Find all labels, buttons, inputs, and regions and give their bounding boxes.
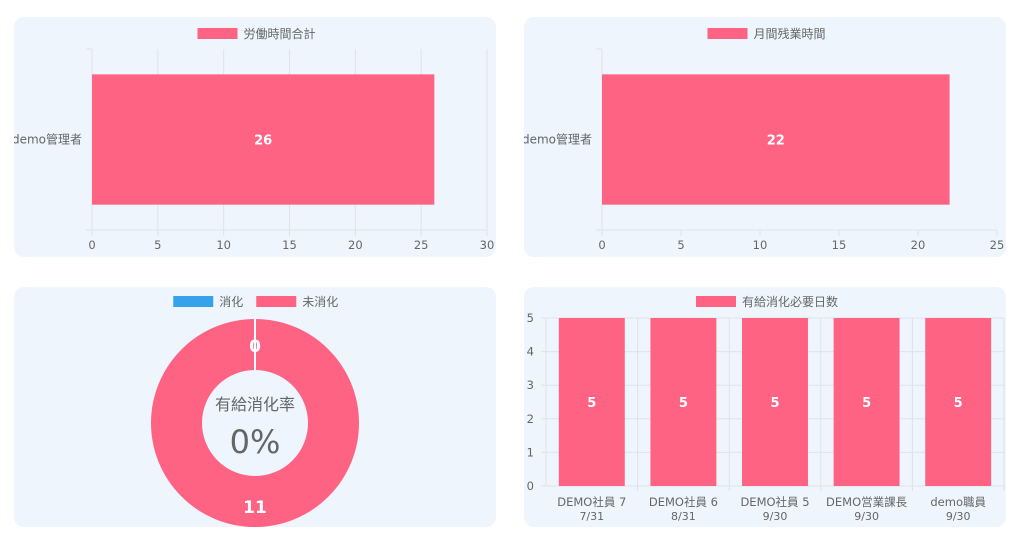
chart-panel-total-work-hours: 労働時間合計 0 5 10 15 20 25 30 26 demo管理者 [14, 17, 496, 257]
x-tick-label: 0 [598, 238, 605, 252]
x-tick-label: 15 [282, 238, 297, 252]
x-tick-label: 10 [216, 238, 231, 252]
x-category-label: DEMO社員 5 [740, 495, 809, 509]
bar-value-label: 5 [862, 396, 871, 411]
x-tick-label: 0 [88, 238, 95, 252]
x-category-date: 9/30 [763, 510, 788, 523]
x-tick-label: 25 [990, 238, 1005, 252]
x-category-date: 9/30 [854, 510, 879, 523]
bar [650, 318, 717, 486]
x-tick-label: 5 [677, 238, 684, 252]
y-tick-label: 5 [527, 311, 534, 325]
x-category-label: demo職員 [930, 495, 986, 509]
y-tick-label: 3 [527, 378, 534, 392]
legend-label: 未消化 [302, 295, 338, 309]
center-value: 0% [230, 423, 281, 461]
x-tick-label: 30 [480, 238, 495, 252]
bar [602, 74, 950, 205]
x-category-label: DEMO社員 7 [557, 495, 626, 509]
legend-swatch [256, 296, 297, 307]
bar [925, 318, 992, 486]
slice-value-label: 11 [243, 498, 267, 518]
x-tick-label: 15 [832, 238, 847, 252]
paid-leave-doughnut-chart: 消化 未消化 0 11 有給消化率 0% [151, 295, 359, 527]
bar-value-label: 5 [679, 396, 688, 411]
bar-value-label: 5 [587, 396, 596, 411]
legend-label: 消化 [219, 295, 243, 309]
bar [558, 318, 625, 486]
x-tick-label: 20 [348, 238, 363, 252]
x-tick-label: 10 [753, 238, 768, 252]
slice-value-label: 0 [249, 337, 261, 357]
legend-swatch [173, 296, 214, 307]
x-category-date: 8/31 [671, 510, 696, 523]
bar-value-label: 26 [254, 134, 272, 149]
x-category-label: DEMO営業課長 [826, 495, 908, 509]
legend-swatch [707, 28, 748, 39]
bar-value-label: 5 [770, 396, 779, 411]
legend-label: 労働時間合計 [244, 26, 316, 41]
monthly-overtime-chart: 月間残業時間 0 5 10 15 20 25 22 demo管理者 [524, 27, 1005, 252]
bar [833, 318, 900, 486]
y-tick-label: 1 [527, 445, 534, 459]
x-category-date: 9/30 [946, 510, 971, 523]
y-tick-label: 4 [527, 345, 534, 359]
bar-value-label: 22 [767, 134, 785, 149]
legend-label: 有給消化必要日数 [742, 294, 838, 309]
y-tick-label: 0 [527, 479, 534, 493]
y-tick-label: 2 [527, 412, 534, 426]
legend-label: 月間残業時間 [754, 27, 826, 41]
x-tick-label: 20 [911, 238, 926, 252]
required-leave-days-chart: 有給消化必要日数 0 1 2 3 4 5 5 DEMO社員 77/31 5 DEMO社員 68/31… [527, 294, 1005, 523]
bar [742, 318, 808, 486]
y-category-label: demo管理者 [524, 132, 592, 147]
y-category-label: demo管理者 [14, 132, 82, 147]
total-work-hours-chart: 労働時間合計 0 5 10 15 20 25 30 26 demo管理者 [14, 26, 495, 252]
chart-panel-required-leave-days: 有給消化必要日数 0 1 2 3 4 5 5 DEMO社員 7 7/31 5 DEMO社員 6 8/31… [524, 287, 1006, 527]
x-category-date: 7/31 [579, 510, 604, 523]
x-tick-label: 25 [414, 238, 429, 252]
x-category-label: DEMO社員 6 [649, 495, 718, 509]
bar [92, 74, 435, 205]
legend-swatch [197, 28, 238, 39]
x-tick-label: 5 [154, 238, 161, 252]
chart-panel-paid-leave-rate: 消化 未消化 0 11 有給消化率 0% [14, 287, 496, 527]
legend-swatch [696, 296, 736, 307]
center-title: 有給消化率 [215, 395, 295, 414]
bar-value-label: 5 [954, 396, 963, 411]
chart-panel-monthly-overtime: 月間残業時間 0 5 10 15 20 25 22 demo管理者 [524, 17, 1006, 257]
